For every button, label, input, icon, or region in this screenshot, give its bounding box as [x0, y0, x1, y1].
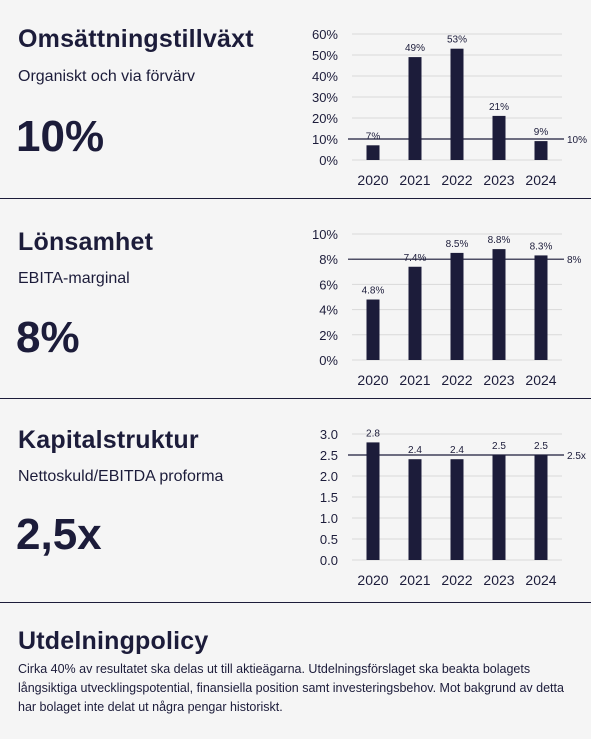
- bar: [492, 249, 506, 360]
- data-label: 49%: [405, 43, 425, 54]
- data-label: 21%: [489, 102, 509, 113]
- y-tick-label: 0.0: [320, 553, 338, 568]
- y-tick-label: 10%: [312, 227, 338, 242]
- section-subtitle-capital-structure: Nettoskuld/EBITDA proforma: [18, 468, 224, 485]
- section-title-growth: Omsättningstillväxt: [18, 25, 254, 53]
- y-tick-label: 4%: [319, 303, 338, 318]
- bar: [366, 299, 380, 360]
- x-tick-label: 2020: [357, 372, 388, 388]
- data-label: 2.5: [534, 441, 548, 452]
- y-tick-label: 0%: [319, 153, 338, 168]
- y-tick-label: 40%: [312, 69, 338, 84]
- x-tick-label: 2022: [441, 172, 472, 188]
- data-label: 8.8%: [488, 235, 511, 246]
- data-label: 2.5: [492, 441, 506, 452]
- profitability-chart: 0% 2% 4% 6% 8% 10% 4.8% 2020 7.4% 2021 8.5% 2022 8.8…: [312, 227, 582, 388]
- y-tick-label: 1.5: [320, 490, 338, 505]
- capital-structure-chart: 0.0 0.5 1.0 1.5 2.0 2.5 3.0 2.8 2020 2.4 2021 2.4 20…: [320, 427, 586, 588]
- data-label: 2.4: [408, 445, 422, 456]
- growth-chart: 0% 10% 20% 30% 40% 50% 60% 7% 2020 49% 2021 53% 2022…: [312, 27, 587, 188]
- section-subtitle-growth: Organiskt och via förvärv: [18, 68, 195, 85]
- bar: [492, 115, 506, 160]
- bar: [534, 141, 548, 160]
- x-tick-label: 2023: [483, 572, 514, 588]
- x-tick-label: 2020: [357, 172, 388, 188]
- target-label: 8%: [567, 255, 582, 266]
- y-tick-label: 10%: [312, 132, 338, 147]
- bar: [408, 57, 422, 160]
- x-tick-label: 2022: [441, 572, 472, 588]
- bar: [366, 145, 380, 160]
- y-tick-label: 30%: [312, 90, 338, 105]
- section-title-capital-structure: Kapitalstruktur: [18, 426, 199, 454]
- data-label: 9%: [534, 127, 549, 138]
- x-tick-label: 2024: [525, 572, 556, 588]
- section-title-profitability: Lönsamhet: [18, 228, 154, 256]
- data-label: 7%: [366, 131, 381, 142]
- bar: [534, 255, 548, 360]
- data-label: 4.8%: [362, 286, 385, 297]
- y-tick-label: 1.0: [320, 511, 338, 526]
- x-tick-label: 2024: [525, 172, 556, 188]
- bar: [366, 442, 380, 560]
- y-tick-label: 2%: [319, 328, 338, 343]
- y-tick-label: 3.0: [320, 427, 338, 442]
- x-tick-label: 2023: [483, 172, 514, 188]
- x-tick-label: 2022: [441, 372, 472, 388]
- x-tick-label: 2020: [357, 572, 388, 588]
- x-tick-label: 2021: [399, 572, 430, 588]
- y-tick-label: 6%: [319, 277, 338, 292]
- x-tick-label: 2024: [525, 372, 556, 388]
- data-label: 7.4%: [404, 253, 427, 264]
- data-label: 8.5%: [446, 239, 469, 250]
- y-tick-label: 20%: [312, 111, 338, 126]
- target-label: 2.5x: [567, 451, 586, 462]
- bar: [450, 459, 464, 560]
- y-tick-label: 50%: [312, 48, 338, 63]
- data-label: 2.4: [450, 445, 464, 456]
- x-tick-label: 2021: [399, 372, 430, 388]
- section-subtitle-profitability: EBITA-marginal: [18, 270, 130, 287]
- profitability-target-value: 8%: [16, 313, 80, 362]
- y-tick-label: 60%: [312, 27, 338, 42]
- divider: [0, 398, 591, 399]
- x-tick-label: 2021: [399, 172, 430, 188]
- y-tick-label: 0.5: [320, 532, 338, 547]
- bar: [450, 48, 464, 161]
- bar: [450, 252, 464, 360]
- data-label: 8.3%: [530, 241, 553, 252]
- divider: [0, 198, 591, 199]
- bar: [534, 455, 548, 560]
- y-tick-label: 8%: [319, 252, 338, 267]
- bar: [408, 266, 422, 360]
- capital-structure-target-value: 2,5x: [16, 510, 102, 559]
- policy-text: Cirka 40% av resultatet ska delas ut til…: [18, 662, 564, 714]
- bar: [492, 455, 506, 560]
- y-tick-label: 0%: [319, 353, 338, 368]
- y-tick-label: 2.5: [320, 448, 338, 463]
- growth-target-value: 10%: [16, 112, 105, 161]
- data-label: 53%: [447, 35, 467, 46]
- x-tick-label: 2023: [483, 372, 514, 388]
- y-tick-label: 2.0: [320, 469, 338, 484]
- policy-title: Utdelningpolicy: [18, 627, 209, 655]
- bar: [408, 459, 422, 560]
- data-label: 2.8: [366, 428, 380, 439]
- target-label: 10%: [567, 135, 587, 146]
- divider: [0, 602, 591, 603]
